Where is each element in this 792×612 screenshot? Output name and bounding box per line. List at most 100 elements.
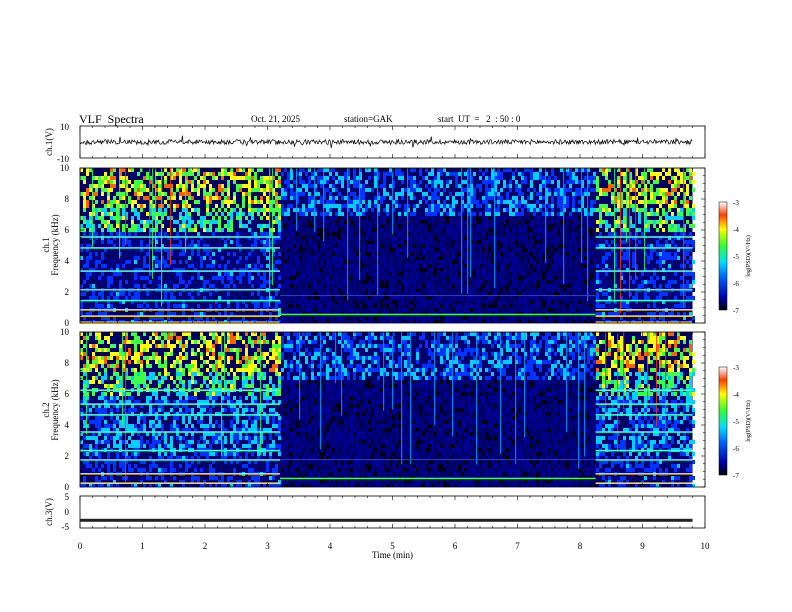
spec2-cell xyxy=(140,376,143,380)
spec1-cell xyxy=(518,276,521,280)
spec1-cell xyxy=(584,260,587,264)
spec1-cell xyxy=(302,240,305,244)
spec1-cell xyxy=(503,304,506,308)
spec2-cell xyxy=(143,468,146,472)
spec2-cell xyxy=(155,412,158,416)
spec1-cell xyxy=(218,312,221,316)
spec1-cell xyxy=(548,316,551,320)
spec1-cell xyxy=(680,228,683,232)
spec1-cell xyxy=(692,172,695,176)
spec2-cell xyxy=(86,460,89,464)
spec2-cell xyxy=(107,384,110,388)
spec1-cell xyxy=(257,300,260,304)
spec1-cell xyxy=(230,228,233,232)
spec1-cell xyxy=(620,272,623,276)
spec1-cell xyxy=(440,320,443,323)
spec1-cell xyxy=(539,296,542,300)
spec1-cell xyxy=(458,280,461,284)
spec1-cell xyxy=(443,188,446,192)
spec2-cell xyxy=(134,464,137,468)
spec1-cell xyxy=(533,172,536,176)
spec1-cell xyxy=(437,296,440,300)
spec1-cell xyxy=(365,252,368,256)
spec2-cell xyxy=(158,480,161,484)
spec2-streak xyxy=(86,332,88,435)
spec1-cell xyxy=(503,244,506,248)
spec1-cell xyxy=(305,212,308,216)
spec1-cell xyxy=(440,212,443,216)
spec1-cell xyxy=(539,260,542,264)
spec1-cell xyxy=(446,276,449,280)
spec1-cell xyxy=(551,224,554,228)
spec2-cell xyxy=(152,460,155,464)
spec1-streak xyxy=(494,168,496,289)
spec1-cell xyxy=(524,204,527,208)
spec1-cell xyxy=(200,224,203,228)
spec1-cell xyxy=(512,204,515,208)
spec2-cell xyxy=(107,428,110,432)
spec1-cell xyxy=(110,184,113,188)
spec1-cell xyxy=(437,168,440,172)
spec1-cell xyxy=(326,292,329,296)
spec1-cell xyxy=(380,320,383,323)
spec1-cell xyxy=(131,264,134,268)
spec1-cell xyxy=(647,220,650,224)
spec1-cell xyxy=(428,232,431,236)
spec1-cell xyxy=(461,208,464,212)
spec1-cell xyxy=(473,212,476,216)
spec2-cell xyxy=(110,344,113,348)
spec2-cell xyxy=(143,444,146,448)
spec1-cell xyxy=(194,188,197,192)
spec1-cell xyxy=(80,284,83,288)
spec1-cell xyxy=(326,288,329,292)
spec2-cell xyxy=(131,376,134,380)
spec1-cell xyxy=(629,296,632,300)
spec1-cell xyxy=(212,316,215,320)
spec1-cell xyxy=(398,280,401,284)
spec1-cell xyxy=(83,220,86,224)
spec2-cell xyxy=(92,404,95,408)
spec1-cell xyxy=(290,176,293,180)
spec1-cell xyxy=(620,264,623,268)
spec1-cell xyxy=(104,312,107,316)
spec1-cell xyxy=(389,184,392,188)
spec1-cell xyxy=(134,280,137,284)
spec1-cell xyxy=(359,168,362,172)
spec2-cell xyxy=(152,408,155,412)
spec1-cell xyxy=(584,308,587,312)
spec1-cell xyxy=(212,196,215,200)
spec1-cell xyxy=(317,236,320,240)
spec1-cell xyxy=(110,268,113,272)
spec2-cell xyxy=(137,428,140,432)
spec1-cell xyxy=(374,180,377,184)
spec1-cell xyxy=(614,312,617,316)
spec1-cell xyxy=(587,316,590,320)
spec1-cell xyxy=(539,204,542,208)
spec2-cell xyxy=(158,424,161,428)
spec1-cell xyxy=(428,204,431,208)
spec1-cell xyxy=(455,176,458,180)
spec1-cell xyxy=(428,300,431,304)
spec1-cell xyxy=(680,208,683,212)
spec1-cell xyxy=(491,180,494,184)
spec1-cell xyxy=(269,316,272,320)
spec2-cell xyxy=(116,376,119,380)
spec1-cell xyxy=(224,312,227,316)
spec1-cell xyxy=(551,200,554,204)
spec1-cell xyxy=(593,268,596,272)
spec1-cell xyxy=(242,176,245,180)
spec2-cell xyxy=(119,380,122,384)
spec1-cell xyxy=(206,204,209,208)
spec2-cell xyxy=(107,484,110,487)
spec1-cell xyxy=(257,212,260,216)
spec1-cell xyxy=(86,168,89,172)
spec1-cell xyxy=(506,184,509,188)
spec1-cell xyxy=(344,268,347,272)
spec1-cell xyxy=(155,188,158,192)
spec1-cell xyxy=(530,228,533,232)
spec1-cell xyxy=(560,188,563,192)
spec1-cell xyxy=(197,312,200,316)
spec1-cell xyxy=(230,272,233,276)
spec1-cell xyxy=(461,320,464,323)
spec1-cell xyxy=(401,288,404,292)
